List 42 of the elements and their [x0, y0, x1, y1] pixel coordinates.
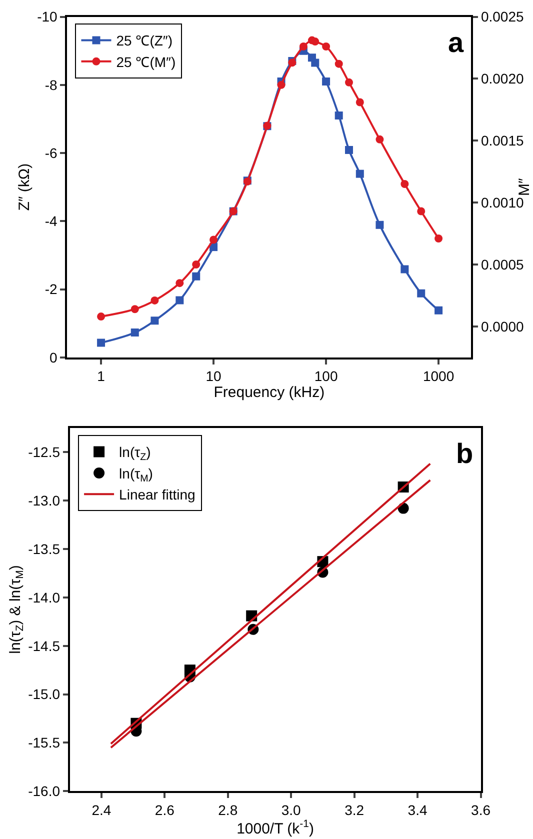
x-tick-label: 10: [206, 368, 222, 384]
legend-label: Linear fitting: [119, 486, 196, 503]
y2-tick-label: 0.0000: [480, 318, 524, 334]
y2-tick-label: 0.0010: [480, 194, 524, 210]
x-tick-label: 1: [97, 368, 106, 384]
y2-axis-title: M″: [516, 178, 533, 196]
y2-tick-label: 0.0005: [480, 256, 524, 272]
y2-tick-label: 0.0020: [480, 70, 524, 87]
annotation: a: [448, 27, 464, 58]
y-tick-label: -13.5: [28, 540, 60, 557]
y-tick-label: -8: [44, 76, 58, 93]
y-tick-label: -13.0: [28, 492, 60, 508]
y-tick-label: -10: [37, 8, 58, 25]
legend-label: 25 ℃(M″): [116, 54, 176, 70]
y-tick-label: -15.5: [28, 734, 60, 751]
y-tick-label: 0: [50, 349, 58, 366]
x-tick-label: 2.8: [218, 802, 238, 818]
x-tick-label: 3.4: [408, 802, 428, 818]
y2-tick-label: 0.0015: [480, 132, 524, 149]
y-tick-label: -2: [44, 281, 58, 298]
x-tick-label: 3.0: [281, 802, 302, 818]
legend-label: ln(τ$_{M}$): [119, 465, 153, 484]
x-axis-title: Frequency (kHz): [214, 384, 325, 402]
y-tick-label: -14.5: [28, 638, 60, 654]
x-tick-label: 100: [314, 368, 338, 384]
x-tick-label: 3.2: [344, 802, 364, 818]
legend-label: ln(τ$_{Z}$): [119, 444, 151, 464]
y-tick-label: -12.5: [28, 444, 60, 460]
y-tick-label: -6: [44, 144, 58, 161]
legend-label: 25 ℃(Z″): [116, 32, 173, 49]
x-tick-label: 1000: [422, 368, 454, 384]
y-tick-label: -4: [44, 213, 58, 230]
y2-tick-label: 0.0025: [480, 8, 524, 25]
x-tick-label: 2.4: [92, 802, 112, 818]
y-axis-title: Z″ (kΩ): [16, 163, 33, 211]
annotation: b: [456, 438, 474, 469]
x-axis-title: 1000/T (k$^{-1}$): [236, 818, 314, 838]
y-tick-label: -14.0: [28, 589, 60, 606]
y-tick-label: -16.0: [28, 783, 60, 800]
y-tick-label: -15.0: [28, 686, 60, 702]
x-tick-label: 3.6: [471, 802, 491, 818]
x-tick-label: 2.6: [154, 802, 175, 818]
